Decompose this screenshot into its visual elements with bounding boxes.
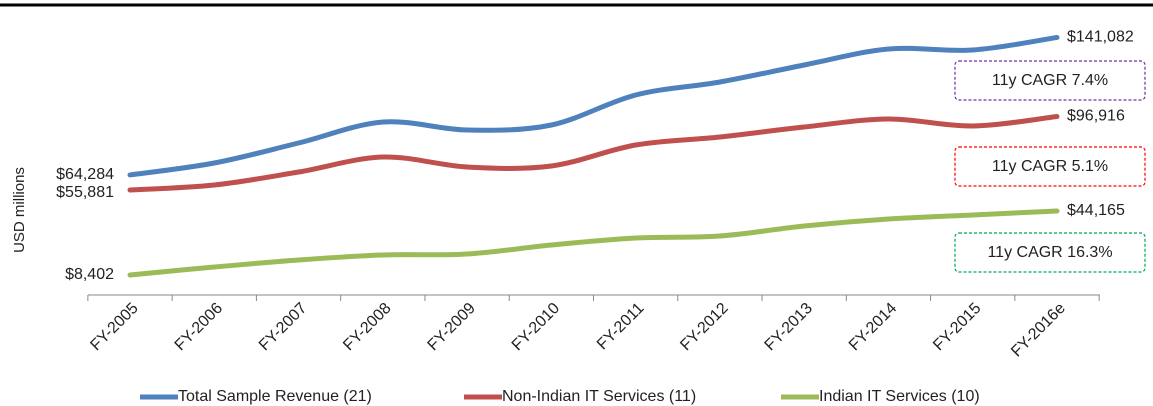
x-tick-label: FY-2011 [594, 300, 648, 354]
x-tick-label: FY-2014 [846, 300, 900, 354]
legend-label: Indian IT Services (10) [819, 388, 980, 405]
annotation-box [954, 232, 1146, 273]
x-tick-label: FY-2007 [256, 300, 310, 354]
x-tick-label: FY-2012 [677, 300, 731, 354]
annotation-box [954, 60, 1146, 101]
x-tick-label: FY-2015 [930, 300, 984, 354]
annotation: 11y CAGR 5.1% [992, 158, 1108, 175]
x-tick-label: FY-2016e [1008, 300, 1069, 361]
annotation-box [954, 146, 1146, 187]
x-tick-label: FY-2009 [425, 300, 479, 354]
x-tick-label: FY-2006 [172, 300, 226, 354]
y-axis-label: USD millions [11, 167, 28, 253]
data-label: $8,402 [65, 266, 114, 283]
data-label: $44,165 [1067, 202, 1125, 219]
data-label: $55,881 [56, 184, 114, 201]
x-tick-label: FY-2010 [509, 300, 563, 354]
annotation: 11y CAGR 7.4% [992, 72, 1108, 89]
data-label: $141,082 [1067, 29, 1134, 46]
data-label: $96,916 [1067, 108, 1125, 125]
x-tick-label: FY-2005 [87, 300, 141, 354]
legend-label: Non-Indian IT Services (11) [502, 388, 696, 405]
series-line [127, 208, 1060, 278]
series-line [127, 114, 1060, 193]
x-tick-label: FY-2008 [340, 300, 394, 354]
series-line [127, 34, 1060, 178]
annotation: 11y CAGR 16.3% [987, 244, 1112, 261]
data-label: $64,284 [56, 166, 114, 183]
x-tick-label: FY-2013 [762, 300, 816, 354]
legend-label: Total Sample Revenue (21) [178, 388, 372, 405]
